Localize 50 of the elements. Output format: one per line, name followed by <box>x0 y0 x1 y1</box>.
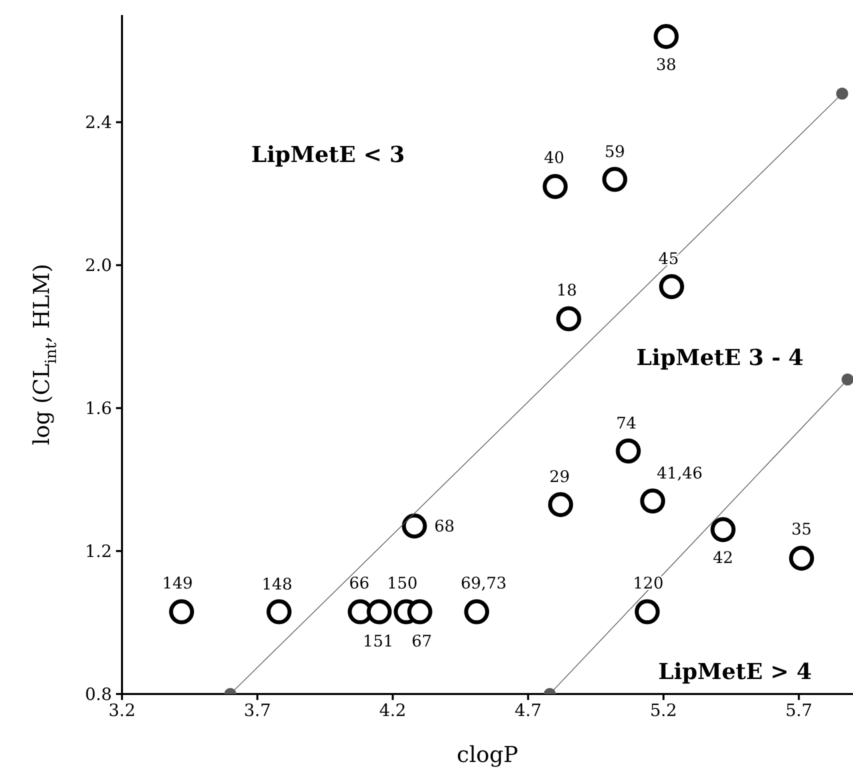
annotation: 68 <box>434 516 455 536</box>
x-tick-label: 5.7 <box>785 701 812 722</box>
annotation: 66 <box>349 573 370 592</box>
x-tick-label: 4.2 <box>379 701 406 722</box>
annotation: 148 <box>262 574 292 594</box>
annotation: 149 <box>162 573 193 592</box>
annotation: 69,73 <box>460 573 507 592</box>
point <box>789 546 814 571</box>
y-tick-label: 2.0 <box>84 256 112 276</box>
point <box>710 517 736 542</box>
annotation: LipMetE 3 - 4 <box>636 345 804 371</box>
point <box>366 599 392 624</box>
annotation: 67 <box>412 631 432 650</box>
annotation: 35 <box>791 520 812 539</box>
point <box>640 488 666 514</box>
annotation: 40 <box>544 148 564 168</box>
point <box>634 599 660 624</box>
annotation: 41,46 <box>656 464 703 483</box>
annotation: 18 <box>556 280 577 300</box>
point <box>542 174 568 200</box>
point <box>659 274 684 300</box>
annotation: 29 <box>549 467 570 486</box>
x-tick-label: 3.7 <box>244 701 271 722</box>
point <box>169 599 194 624</box>
point <box>548 492 574 518</box>
point <box>402 514 427 539</box>
point <box>464 599 490 624</box>
annotation: 38 <box>656 54 676 74</box>
y-tick-label: 1.6 <box>84 399 112 420</box>
x-tick-label: 3.2 <box>108 701 136 722</box>
annotation: 150 <box>387 573 418 592</box>
x-axis-title: clogP <box>456 743 518 768</box>
annotation: 151 <box>362 631 394 650</box>
annotation: 74 <box>616 413 636 432</box>
annotation: LipMetE > 4 <box>658 659 812 685</box>
point <box>654 24 679 49</box>
y-tick-label: 1.2 <box>84 542 112 562</box>
point <box>556 306 582 332</box>
annotation: 59 <box>604 142 625 161</box>
x-tick-label: 4.7 <box>514 701 542 722</box>
point <box>842 374 853 386</box>
point <box>407 599 432 624</box>
point <box>616 438 641 464</box>
point <box>602 166 628 192</box>
annotation: LipMetE < 3 <box>251 142 405 168</box>
point <box>836 88 848 100</box>
x-tick-label: 5.2 <box>650 701 678 722</box>
point <box>266 599 292 624</box>
y-tick-label: 2.4 <box>84 113 112 134</box>
annotation: 42 <box>712 548 734 568</box>
